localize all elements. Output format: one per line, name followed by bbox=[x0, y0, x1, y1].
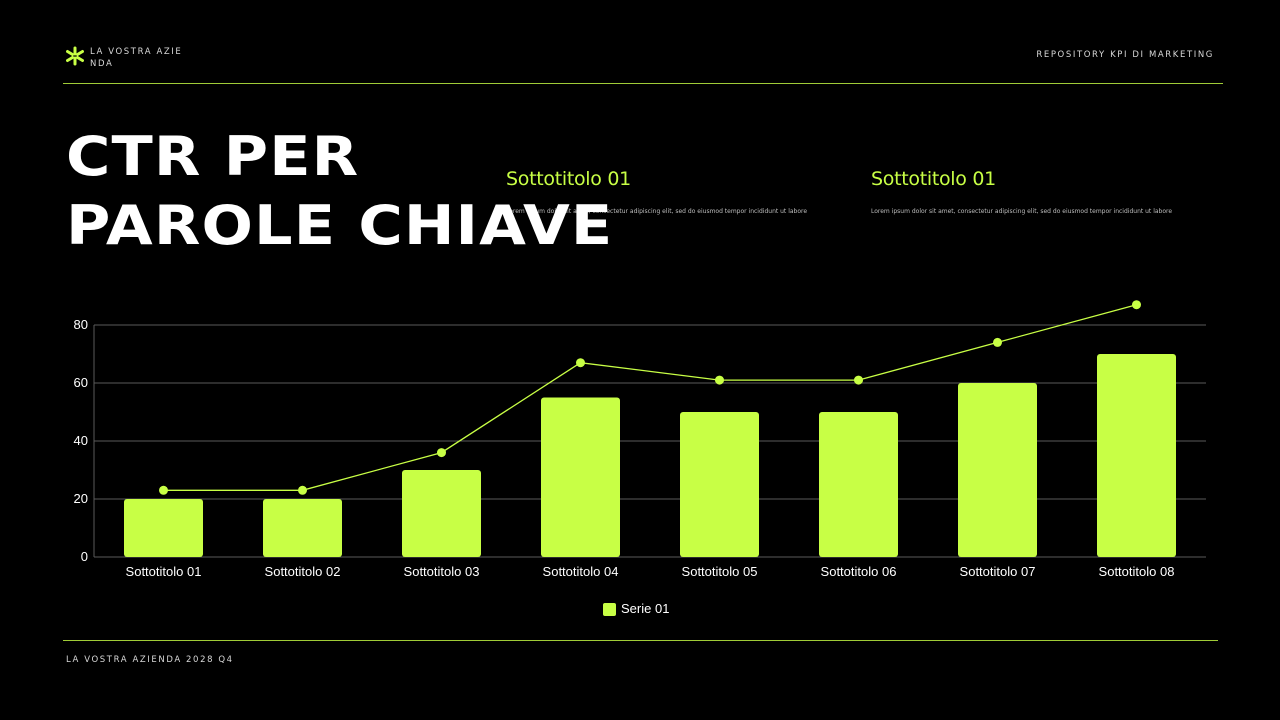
bar bbox=[1097, 354, 1176, 557]
title-line-1: CTR PER bbox=[66, 125, 360, 188]
line-point bbox=[437, 448, 446, 458]
y-tick-label: 80 bbox=[74, 317, 88, 332]
title-line-2: PAROLE CHIAVE bbox=[66, 194, 614, 257]
bar bbox=[541, 397, 620, 557]
y-tick-label: 20 bbox=[74, 491, 88, 506]
company-name: LA VOSTRA AZIENDA bbox=[90, 47, 183, 69]
line-point bbox=[576, 358, 585, 368]
page-title: CTR PER PAROLE CHIAVE bbox=[66, 122, 613, 260]
y-tick-label: 60 bbox=[74, 375, 88, 390]
x-tick-label: Sottotitolo 04 bbox=[543, 564, 619, 579]
line-point bbox=[298, 485, 307, 495]
bar bbox=[402, 470, 481, 557]
bar bbox=[680, 412, 759, 557]
line-point bbox=[715, 375, 724, 385]
legend-swatch bbox=[603, 603, 616, 616]
bar bbox=[124, 499, 203, 557]
bar bbox=[958, 383, 1037, 557]
x-tick-label: Sottotitolo 01 bbox=[126, 564, 202, 579]
x-tick-label: Sottotitolo 07 bbox=[960, 564, 1036, 579]
x-tick-label: Sottotitolo 08 bbox=[1099, 564, 1175, 579]
line-point bbox=[159, 485, 168, 495]
line-point bbox=[993, 337, 1002, 347]
subtitle-2-title: Sottotitolo 01 bbox=[871, 168, 996, 190]
y-tick-label: 0 bbox=[81, 549, 88, 564]
chart-legend: Serie 01 bbox=[603, 601, 669, 616]
subtitle-1-body: Lorem ipsum dolor sit amet, consectetur … bbox=[506, 208, 808, 215]
footer-text: LA VOSTRA AZIENDA 2028 Q4 bbox=[66, 655, 234, 665]
x-tick-label: Sottotitolo 05 bbox=[682, 564, 758, 579]
company-logo: LA VOSTRA AZIENDA bbox=[66, 46, 188, 70]
bar bbox=[819, 412, 898, 557]
bottom-divider bbox=[63, 640, 1218, 641]
subtitle-block-1: Sottotitolo 01 Lorem ipsum dolor sit ame… bbox=[506, 168, 836, 215]
line-series bbox=[163, 304, 1137, 491]
x-tick-label: Sottotitolo 06 bbox=[821, 564, 897, 579]
bar bbox=[263, 499, 342, 557]
x-tick-label: Sottotitolo 02 bbox=[265, 564, 341, 579]
repository-label: REPOSITORY KPI DI MARKETING bbox=[1036, 50, 1214, 60]
subtitle-2-body: Lorem ipsum dolor sit amet, consectetur … bbox=[871, 208, 1173, 215]
y-tick-label: 40 bbox=[74, 433, 88, 448]
x-tick-label: Sottotitolo 03 bbox=[404, 564, 480, 579]
subtitle-block-2: Sottotitolo 01 Lorem ipsum dolor sit ame… bbox=[871, 168, 1201, 215]
top-divider bbox=[63, 83, 1223, 84]
legend-label: Serie 01 bbox=[621, 601, 669, 616]
subtitle-1-title: Sottotitolo 01 bbox=[506, 168, 631, 190]
asterisk-icon bbox=[66, 46, 84, 66]
line-point bbox=[854, 375, 863, 385]
line-point bbox=[1132, 300, 1141, 310]
